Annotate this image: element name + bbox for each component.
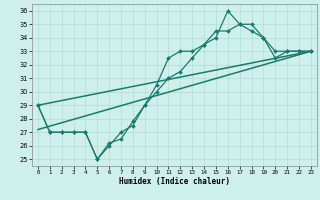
X-axis label: Humidex (Indice chaleur): Humidex (Indice chaleur) <box>119 177 230 186</box>
